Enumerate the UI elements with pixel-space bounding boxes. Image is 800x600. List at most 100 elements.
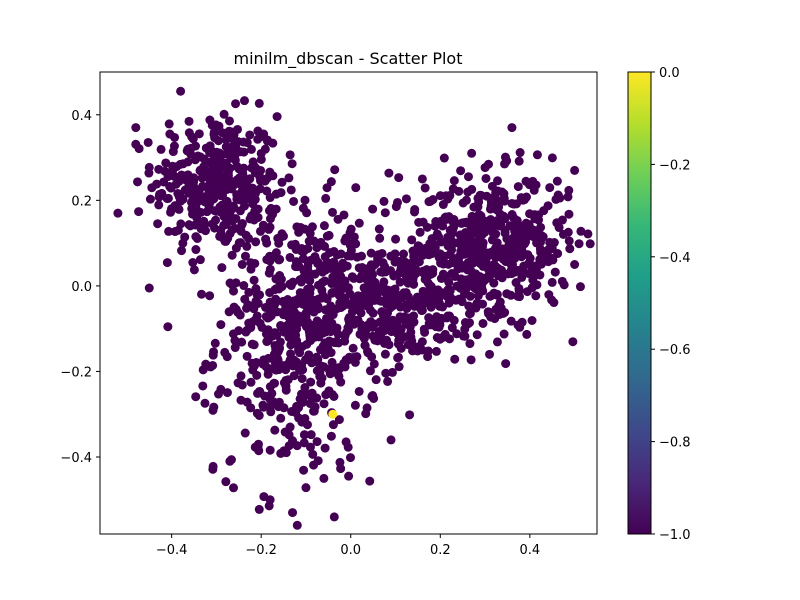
scatter-point — [205, 115, 215, 125]
scatter-point — [448, 224, 458, 234]
scatter-point — [410, 207, 420, 217]
scatter-point — [507, 123, 517, 133]
scatter-point — [220, 347, 230, 357]
scatter-point — [343, 251, 353, 261]
scatter-point — [201, 157, 211, 167]
scatter-point — [274, 397, 284, 407]
scatter-point — [477, 283, 487, 293]
scatter-point — [536, 230, 546, 240]
scatter-point — [502, 289, 512, 299]
scatter-point — [325, 369, 335, 379]
scatter-point — [239, 147, 249, 157]
scatter-point — [407, 235, 417, 245]
scatter-point — [413, 346, 423, 356]
scatter-point — [187, 204, 197, 214]
scatter-point — [444, 277, 454, 287]
scatter-point — [159, 177, 169, 187]
scatter-point — [176, 86, 186, 96]
scatter-point — [493, 186, 503, 196]
scatter-point — [216, 229, 226, 239]
y-tick-label: 0.0 — [71, 280, 92, 295]
scatter-point — [260, 144, 270, 154]
scatter-point — [308, 449, 318, 459]
scatter-point — [510, 267, 520, 277]
scatter-point — [500, 225, 510, 235]
scatter-point — [465, 291, 475, 301]
scatter-point — [377, 324, 387, 334]
scatter-point — [265, 445, 275, 455]
scatter-point — [373, 250, 383, 260]
scatter-point — [387, 367, 397, 377]
scatter-point — [513, 320, 523, 330]
scatter-point — [565, 244, 575, 254]
scatter-point — [292, 520, 302, 530]
scatter-point — [253, 212, 263, 222]
scatter-point — [144, 283, 154, 293]
scatter-point — [217, 186, 227, 196]
scatter-point — [262, 186, 272, 196]
scatter-point — [364, 289, 374, 299]
scatter-point — [185, 221, 195, 231]
scatter-point — [328, 409, 338, 419]
scatter-point — [286, 185, 296, 195]
scatter-point — [480, 163, 490, 173]
scatter-point — [473, 202, 483, 212]
scatter-point — [417, 174, 427, 184]
scatter-point — [165, 129, 175, 139]
scatter-point — [247, 339, 257, 349]
scatter-point — [317, 278, 327, 288]
scatter-point — [242, 303, 252, 313]
scatter-point — [162, 258, 172, 268]
scatter-point — [379, 277, 389, 287]
scatter-point — [244, 233, 254, 243]
scatter-point — [272, 112, 282, 122]
scatter-point — [237, 380, 247, 390]
scatter-point — [170, 227, 180, 237]
scatter-point — [290, 239, 300, 249]
scatter-point — [195, 255, 205, 265]
scatter-point — [265, 382, 275, 392]
scatter-point — [432, 229, 442, 239]
plot-frame — [99, 71, 598, 535]
scatter-point — [463, 187, 473, 197]
scatter-point — [352, 352, 362, 362]
scatter-point — [183, 157, 193, 167]
scatter-point — [583, 229, 593, 239]
scatter-point — [366, 260, 376, 270]
scatter-point — [550, 267, 560, 277]
scatter-point — [300, 430, 310, 440]
scatter-point — [399, 332, 409, 342]
scatter-point — [292, 222, 302, 232]
scatter-point — [509, 199, 519, 209]
scatter-point — [457, 243, 467, 253]
scatter-point — [477, 273, 487, 283]
scatter-point — [316, 237, 326, 247]
scatter-point — [554, 223, 564, 233]
colorbar-tick-label: −0.6 — [659, 343, 691, 358]
scatter-point — [514, 243, 524, 253]
scatter-point — [327, 277, 337, 287]
scatter-point — [156, 144, 166, 154]
scatter-point — [279, 446, 289, 456]
scatter-point — [184, 116, 194, 126]
scatter-point — [485, 204, 495, 214]
scatter-point — [239, 96, 249, 106]
scatter-point — [205, 291, 215, 301]
scatter-point — [393, 339, 403, 349]
scatter-point — [391, 234, 401, 244]
scatter-point — [248, 157, 258, 167]
scatter-point — [534, 215, 544, 225]
scatter-point — [458, 331, 468, 341]
scatter-point — [189, 265, 199, 275]
scatter-point — [535, 254, 545, 264]
scatter-point — [239, 281, 249, 291]
scatter-point — [246, 264, 256, 274]
scatter-point — [491, 261, 501, 271]
scatter-point — [462, 218, 472, 228]
scatter-point — [237, 337, 247, 347]
scatter-point — [263, 313, 273, 323]
scatter-point — [320, 443, 330, 453]
scatter-point — [133, 177, 143, 187]
scatter-point — [466, 355, 476, 365]
scatter-point — [365, 366, 375, 376]
